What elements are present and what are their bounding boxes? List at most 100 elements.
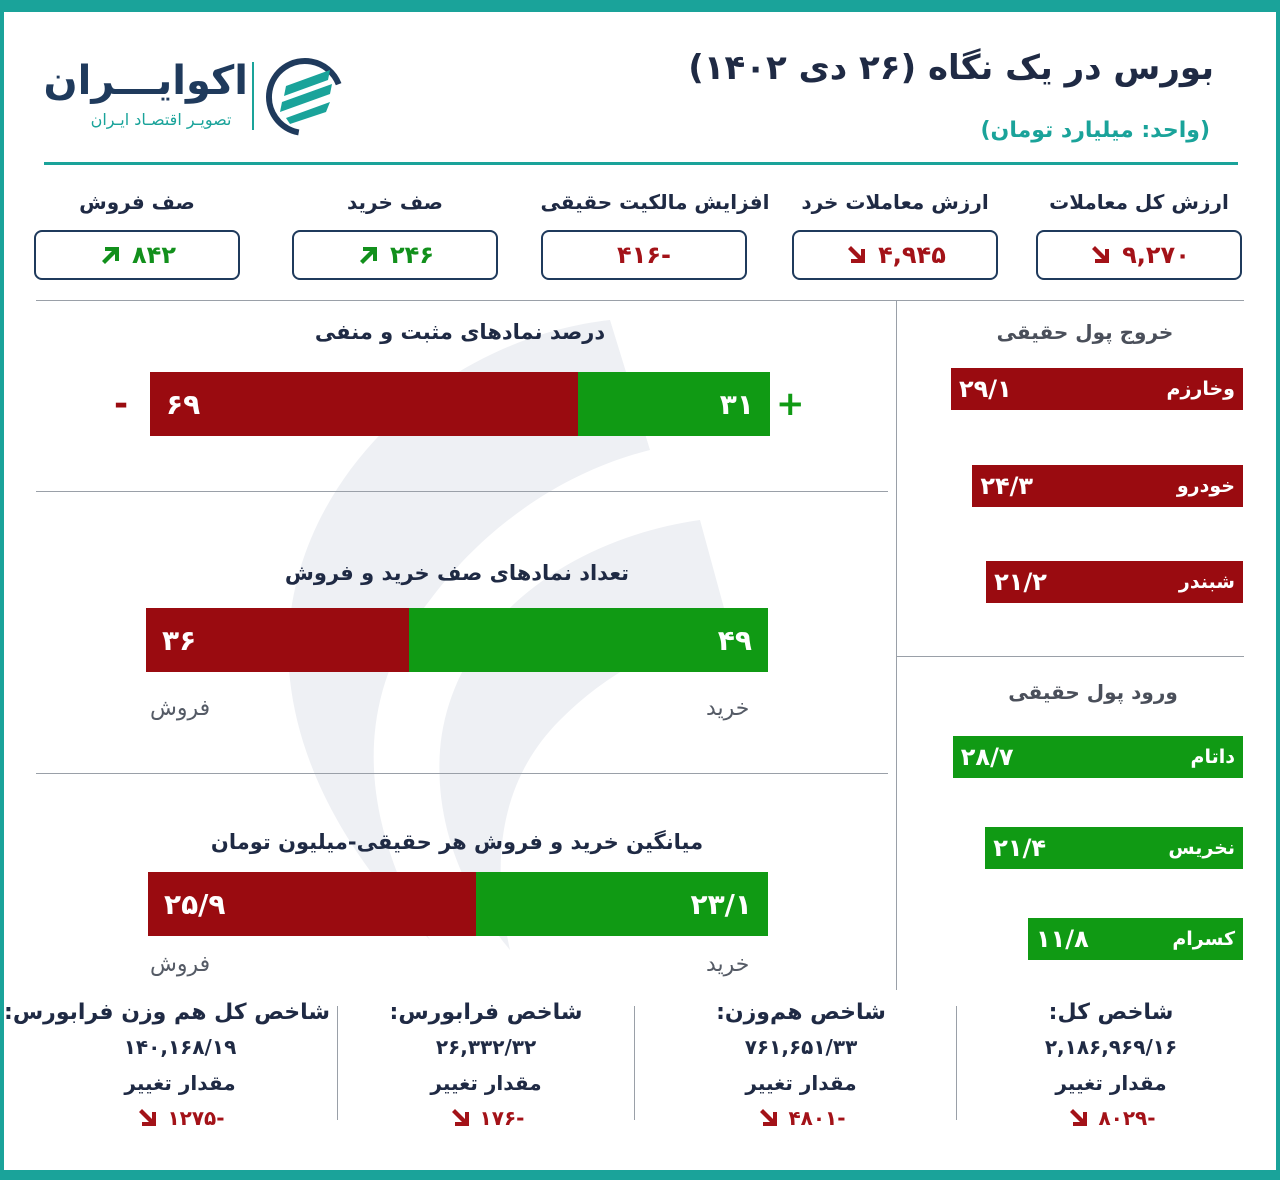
divider-top: [36, 300, 1244, 301]
symbol-name: نخریس: [1168, 837, 1235, 859]
kpi-value: ۴,۹۴۵: [878, 241, 946, 269]
ecoiran-logo-icon: [266, 58, 344, 136]
arrow-up-right-icon: [360, 247, 378, 264]
index-value: ۷۶۱,۶۵۱/۳۳: [744, 1035, 858, 1059]
symbol-name: کسرام: [1172, 928, 1235, 950]
divider-right: [896, 656, 1244, 657]
index-change: -۸۰۲۹: [966, 1105, 1256, 1131]
kpi-value: ۹,۲۷۰: [1122, 241, 1190, 269]
index-change-label: مقدار تغییر: [430, 1071, 542, 1095]
section-title-percent: درصد نمادهای مثبت و منفی: [314, 320, 606, 344]
kpi-value: -۴۱۶: [617, 241, 671, 269]
logo-tagline: تصویـر اقتصـاد ایـران: [90, 110, 232, 129]
label-sell: فروش: [150, 696, 211, 721]
bar-value-buy: ۲۳/۱: [690, 887, 752, 921]
index-divider: [337, 1006, 338, 1120]
kpi-box-buy-queue: ۲۴۶: [292, 230, 498, 280]
divider-vertical: [896, 300, 897, 990]
index-farabourse-equal-weight: شاخص کل هم وزن فرابورس: ۱۴۰,۱۶۸/۱۹ مقدار…: [4, 1000, 330, 1160]
frame-top: [0, 0, 1280, 12]
frame-bottom: [0, 1170, 1280, 1180]
divider-left-1: [36, 491, 888, 492]
arrow-down-right-icon: [760, 1109, 778, 1126]
frame-left: [0, 0, 4, 1180]
kpi-value: ۸۴۲: [132, 241, 176, 269]
bar-value-buy: ۴۹: [717, 623, 752, 657]
symbol-value: ۲۹/۱: [959, 375, 1012, 403]
bar-percent: ۶۹ ۳۱: [150, 372, 770, 436]
arrow-down-right-icon: [1092, 246, 1110, 263]
index-change-value: -۸۰۲۹: [1098, 1106, 1156, 1130]
symbol-name: خودرو: [1176, 475, 1235, 497]
symbol-name: شبندر: [1178, 571, 1235, 593]
kpi-box-total-value: ۹,۲۷۰: [1036, 230, 1242, 280]
index-divider: [634, 1006, 635, 1120]
logo-separator: [252, 62, 254, 130]
symbol-name: داتام: [1190, 746, 1235, 768]
arrow-down-right-icon: [451, 1109, 469, 1126]
positive-sign: +: [776, 384, 805, 424]
bar-value-positive: ۳۱: [719, 387, 754, 421]
bar-segment-buy: ۴۹: [409, 608, 768, 672]
kpi-label-sell-queue: صف فروش: [79, 190, 195, 214]
bar-segment-sell: ۳۶: [146, 608, 410, 672]
arrow-up-right-icon: [102, 247, 120, 264]
index-equal-weight: شاخص هم‌وزن: ۷۶۱,۶۵۱/۳۳ مقدار تغییر -۴۸۰…: [656, 1000, 946, 1160]
symbol-value: ۲۸/۷: [960, 743, 1014, 771]
section-title-money-out: خروج پول حقیقی: [996, 320, 1174, 344]
label-buy: خرید: [706, 952, 750, 977]
bar-average: ۲۵/۹ ۲۳/۱: [148, 872, 768, 936]
index-change-value: -۴۸۰۱: [788, 1106, 846, 1130]
bar-segment-buy: ۲۳/۱: [475, 872, 768, 936]
index-value: ۲۶,۳۳۲/۳۲: [435, 1035, 537, 1059]
section-title-average: میانگین خرید و فروش هر حقیقی-میلیون توما…: [210, 830, 704, 854]
kpi-box-real-ownership: -۴۱۶: [541, 230, 747, 280]
bar-segment-negative: ۶۹: [150, 372, 578, 436]
negative-sign: -: [114, 384, 129, 424]
divider-left-2: [36, 773, 888, 774]
index-change-value: -۱۲۷۵: [167, 1106, 225, 1130]
index-value: ۲,۱۸۶,۹۶۹/۱۶: [1044, 1035, 1178, 1059]
kpi-label-retail-value: ارزش معاملات خرد: [801, 190, 989, 214]
index-change-label: مقدار تغییر: [745, 1071, 857, 1095]
money-out-bar: خودرو ۲۴/۳: [972, 465, 1243, 507]
bar-value-sell: ۲۵/۹: [164, 887, 226, 921]
symbol-value: ۲۱/۲: [994, 568, 1047, 596]
symbol-value: ۲۱/۴: [993, 834, 1046, 862]
symbol-name: وخارزم: [1166, 378, 1235, 400]
money-in-bar: داتام ۲۸/۷: [952, 736, 1243, 778]
index-divider: [956, 1006, 957, 1120]
index-change-value: -۱۷۶: [479, 1106, 525, 1130]
index-title: شاخص فرابورس:: [389, 1000, 583, 1025]
index-title: شاخص هم‌وزن:: [716, 1000, 886, 1025]
money-in-bar: کسرام ۱۱/۸: [1028, 918, 1243, 960]
label-sell: فروش: [150, 952, 211, 977]
bar-value-negative: ۶۹: [166, 387, 201, 421]
page-title: بورس در یک نگاه (۲۶ دی ۱۴۰۲): [688, 48, 1214, 88]
index-change: -۴۸۰۱: [656, 1105, 946, 1131]
kpi-box-retail-value: ۴,۹۴۵: [792, 230, 998, 280]
bar-segment-positive: ۳۱: [577, 372, 770, 436]
index-farabourse: شاخص فرابورس: ۲۶,۳۳۲/۳۲ مقدار تغییر -۱۷۶: [346, 1000, 626, 1160]
label-buy: خرید: [706, 696, 750, 721]
bar-queues: ۳۶ ۴۹: [146, 608, 768, 672]
section-title-money-in: ورود پول حقیقی: [1008, 680, 1178, 704]
section-title-queues: تعداد نمادهای صف خرید و فروش: [284, 561, 630, 585]
index-change: -۱۲۷۵: [30, 1105, 330, 1131]
kpi-box-sell-queue: ۸۴۲: [34, 230, 240, 280]
symbol-value: ۱۱/۸: [1036, 925, 1089, 953]
arrow-down-right-icon: [848, 246, 866, 263]
arrow-down-right-icon: [139, 1109, 157, 1126]
arrow-down-right-icon: [1070, 1109, 1088, 1126]
index-value: ۱۴۰,۱۶۸/۱۹: [123, 1035, 237, 1059]
index-change: -۱۷۶: [346, 1105, 626, 1131]
header-divider: [44, 162, 1238, 165]
bar-segment-sell: ۲۵/۹: [148, 872, 476, 936]
index-change-label: مقدار تغییر: [1055, 1071, 1167, 1095]
index-title: شاخص کل هم وزن فرابورس:: [4, 1000, 330, 1025]
kpi-label-buy-queue: صف خرید: [346, 190, 444, 214]
kpi-label-real-ownership: افزایش مالکیت حقیقی: [540, 190, 770, 214]
money-out-bar: شبندر ۲۱/۲: [986, 561, 1243, 603]
money-out-bar: وخارزم ۲۹/۱: [951, 368, 1243, 410]
kpi-value: ۲۴۶: [390, 241, 434, 269]
